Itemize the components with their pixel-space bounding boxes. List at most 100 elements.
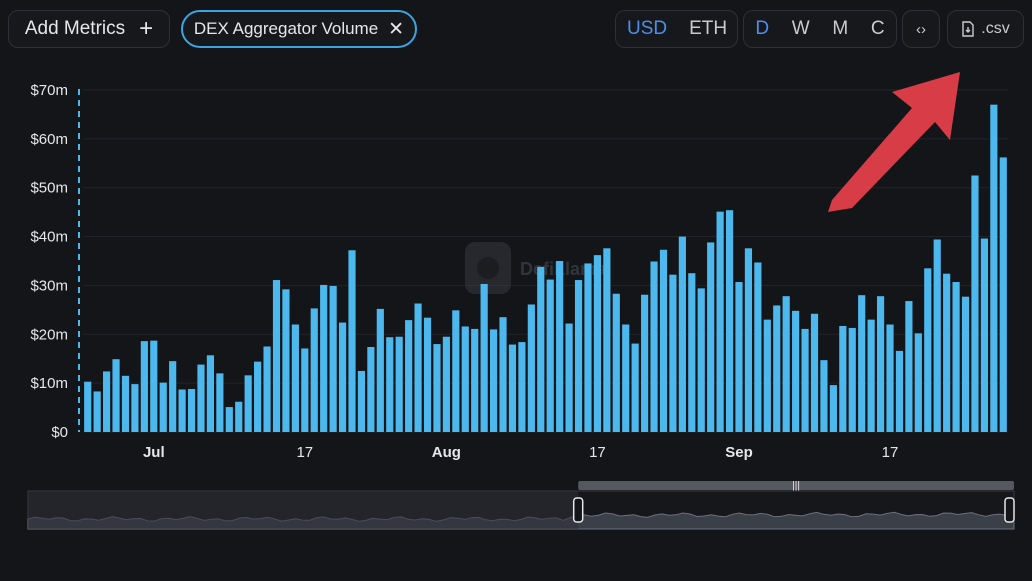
bar[interactable] [461,326,469,432]
period-option-day[interactable]: D [755,18,770,39]
bar[interactable] [442,336,450,432]
bar[interactable] [707,242,715,432]
bar[interactable] [272,280,281,432]
bar[interactable] [140,341,148,432]
brush-handle-right[interactable] [1004,497,1015,523]
bar[interactable] [423,317,432,432]
bar[interactable] [697,288,705,432]
bar[interactable] [556,261,564,432]
bar[interactable] [84,381,92,432]
bar[interactable] [490,329,498,432]
bar[interactable] [235,401,243,432]
bar[interactable] [405,320,413,432]
bar[interactable] [858,295,866,432]
bar[interactable] [169,361,177,432]
bar[interactable] [263,346,271,433]
bar[interactable] [943,273,951,432]
bar[interactable] [329,285,337,432]
bar[interactable] [206,355,215,432]
bar[interactable] [603,248,611,432]
bar[interactable] [386,337,394,432]
bar[interactable] [990,104,998,432]
bar[interactable] [499,317,507,432]
bar[interactable] [886,324,894,432]
bar[interactable] [867,319,875,432]
bar[interactable] [150,340,158,432]
bar[interactable] [641,294,649,432]
bar[interactable] [914,333,922,432]
brush-handle-left[interactable] [572,497,584,523]
bar[interactable] [310,308,318,432]
bar[interactable] [471,328,479,432]
bar[interactable] [584,263,592,432]
bar[interactable] [518,342,526,432]
bar[interactable] [659,249,668,432]
bar[interactable] [112,359,120,432]
bar[interactable] [980,238,988,432]
bar[interactable] [763,319,771,432]
bar[interactable] [320,284,328,432]
bar[interactable] [527,304,535,432]
bar[interactable] [301,348,309,432]
bar[interactable] [678,236,686,432]
bar[interactable] [782,296,790,432]
currency-option-usd[interactable]: USD [627,18,668,39]
bar[interactable] [744,248,753,432]
bar[interactable] [395,336,403,432]
bar[interactable] [197,364,205,432]
embed-button[interactable]: ‹› [902,10,940,48]
bar[interactable] [801,328,809,432]
bar[interactable] [244,375,252,432]
bar[interactable] [952,282,960,432]
bar[interactable] [254,361,262,432]
brush-drag-bar[interactable] [578,481,1014,490]
currency-option-eth[interactable]: ETH [689,18,728,39]
bar[interactable] [631,343,639,432]
bar[interactable] [338,322,347,432]
bar[interactable] [348,250,356,432]
close-icon[interactable]: ✕ [388,18,405,40]
bar[interactable] [103,371,111,432]
bar[interactable] [876,296,885,432]
bar[interactable] [433,344,441,432]
bar[interactable] [839,325,847,432]
bar[interactable] [905,301,913,432]
bar[interactable] [933,239,941,433]
bar[interactable] [829,385,837,432]
bar[interactable] [357,370,366,432]
metric-chip[interactable]: DEX Aggregator Volume ✕ [181,10,417,48]
bar[interactable] [961,296,970,432]
bar[interactable] [178,389,186,432]
bar[interactable] [225,407,233,432]
period-option-month[interactable]: M [832,18,849,39]
bar[interactable] [895,350,904,432]
bar[interactable] [820,360,828,432]
bar[interactable] [716,211,724,432]
bar[interactable] [121,375,130,432]
bar[interactable] [537,266,545,432]
bar[interactable] [159,382,167,432]
bar[interactable] [810,313,819,432]
bar[interactable] [574,280,583,432]
bar[interactable] [508,344,517,432]
bar[interactable] [565,323,573,432]
bar[interactable] [546,279,554,432]
bar[interactable] [131,384,139,432]
bar[interactable] [367,346,375,432]
bar[interactable] [848,327,856,432]
bar[interactable] [999,157,1007,433]
bar[interactable] [593,255,601,432]
bar[interactable] [725,210,734,432]
bar[interactable] [754,262,762,432]
period-option-cumulative[interactable]: C [870,18,885,39]
bar[interactable] [735,282,743,432]
bar[interactable] [291,324,299,432]
bar[interactable] [622,324,630,432]
bar[interactable] [924,268,932,432]
bar[interactable] [612,293,620,432]
bar[interactable] [282,289,290,432]
range-brush[interactable]: ||| [27,481,1015,530]
bar[interactable] [187,389,196,432]
csv-download-button[interactable]: .csv [947,10,1024,48]
bar[interactable] [480,283,488,432]
